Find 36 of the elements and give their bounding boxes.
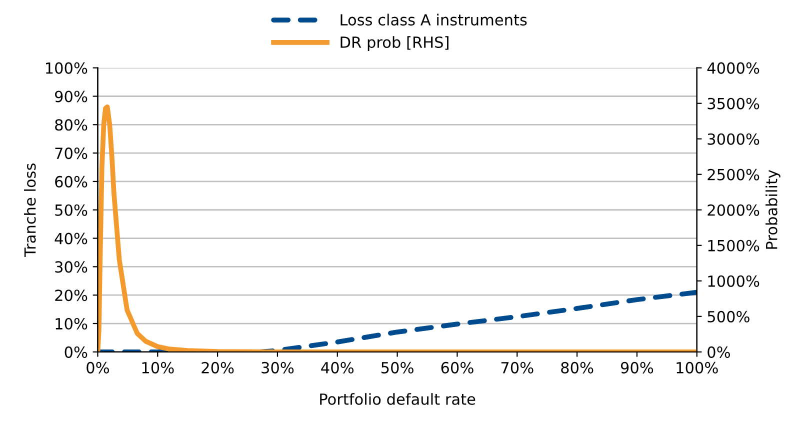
x-tick-label: 50% (381, 362, 414, 374)
y-tick-label: 70% (55, 148, 88, 160)
y2-tick-label: 2000% (708, 204, 760, 216)
x-tick-label: 40% (321, 362, 354, 374)
y-tick-label: 10% (56, 318, 88, 330)
y-tick-label: 30% (55, 261, 88, 273)
y-tick-label: 60% (55, 176, 88, 188)
x-tick-label: 90% (620, 362, 654, 374)
x-tick-label: 10% (142, 362, 174, 374)
x-tick-label: 0% (86, 362, 109, 374)
y2-tick-label: 500% (708, 310, 750, 322)
x-axis-title: Portfolio default rate (320, 393, 476, 405)
y2-tick-label: 1500% (708, 240, 760, 252)
x-tick-label: 20% (202, 362, 234, 374)
y2-axis-title: Probability (766, 170, 780, 249)
legend-label: Loss class A instruments (340, 14, 527, 26)
y-tick-label: 50% (55, 204, 88, 216)
x-tick-label: 100% (676, 362, 718, 374)
y2-tick-label: 3500% (708, 98, 760, 110)
y-tick-label: 40% (54, 232, 88, 244)
y2-tick-label: 1000% (708, 275, 760, 287)
y-tick-label: 100% (46, 62, 88, 74)
x-tick-label: 30% (262, 362, 294, 374)
y2-tick-label: 0% (708, 346, 730, 358)
y-tick-label: 20% (55, 290, 88, 302)
y2-tick-label: 4000% (707, 62, 760, 74)
x-tick-label: 70% (501, 362, 534, 374)
y-tick-label: 0% (64, 346, 88, 358)
y2-tick-label: 2500% (708, 168, 760, 180)
y-axis-title: Tranche loss (24, 163, 36, 258)
y-tick-label: 90% (55, 90, 88, 102)
x-tick-label: 60% (441, 362, 474, 374)
y-tick-label: 80% (55, 119, 88, 131)
legend-label: DR prob [RHS] (340, 36, 448, 51)
x-tick-label: 80% (561, 362, 594, 374)
y2-tick-label: 3000% (708, 133, 760, 145)
